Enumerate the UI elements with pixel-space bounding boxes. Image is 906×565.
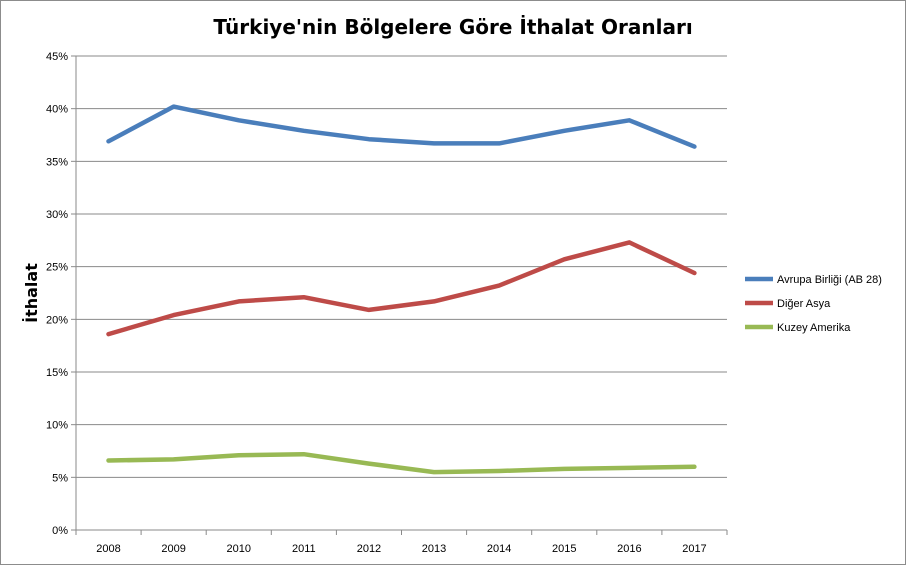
x-tick-label: 2012: [357, 543, 381, 555]
y-tick-label: 25%: [46, 262, 68, 274]
axes: [75, 56, 728, 535]
x-tick-label: 2009: [161, 543, 185, 555]
x-tick-label: 2015: [552, 543, 576, 555]
y-tick-label: 5%: [52, 472, 68, 484]
y-tick-label: 30%: [46, 209, 68, 221]
series-line: [106, 240, 697, 337]
y-tick-label: 20%: [46, 314, 68, 326]
y-tick-label: 35%: [46, 156, 68, 168]
y-tick-label: 45%: [46, 51, 68, 63]
legend-label: Diğer Asya: [777, 298, 831, 310]
y-tick-label: 40%: [46, 104, 68, 116]
y-tick-label: 15%: [46, 367, 68, 379]
chart-title: Türkiye'nin Bölgelere Göre İthalat Oranl…: [213, 15, 692, 39]
series-line: [106, 104, 697, 149]
x-tick-label: 2008: [96, 543, 120, 555]
gridlines: [71, 55, 727, 531]
x-tick-label: 2016: [617, 543, 641, 555]
legend: Avrupa Birliği (AB 28) Diğer Asya Kuzey Am…: [745, 274, 882, 334]
series-lines: [106, 104, 697, 475]
x-tick-label: 2011: [292, 543, 316, 555]
x-tick-label: 2017: [682, 543, 706, 555]
x-tick-label: 2013: [422, 543, 446, 555]
legend-label: Avrupa Birliği (AB 28): [777, 274, 882, 286]
y-tick-label: 10%: [46, 420, 68, 432]
legend-label: Kuzey Amerika: [777, 322, 851, 334]
series-line: [106, 451, 697, 475]
x-tick-label: 2010: [227, 543, 251, 555]
x-tick-label: 2014: [487, 543, 511, 555]
y-tick-label: 0%: [52, 525, 68, 537]
y-axis-label: İthalat: [22, 263, 41, 323]
x-tick-labels: 2008 2009 2010 2011 2012 2013 2014 2015 2016 2017: [96, 543, 706, 555]
y-tick-labels: 0% 5% 10% 15% 20% 25% 30% 35% 40% 45%: [46, 51, 68, 537]
